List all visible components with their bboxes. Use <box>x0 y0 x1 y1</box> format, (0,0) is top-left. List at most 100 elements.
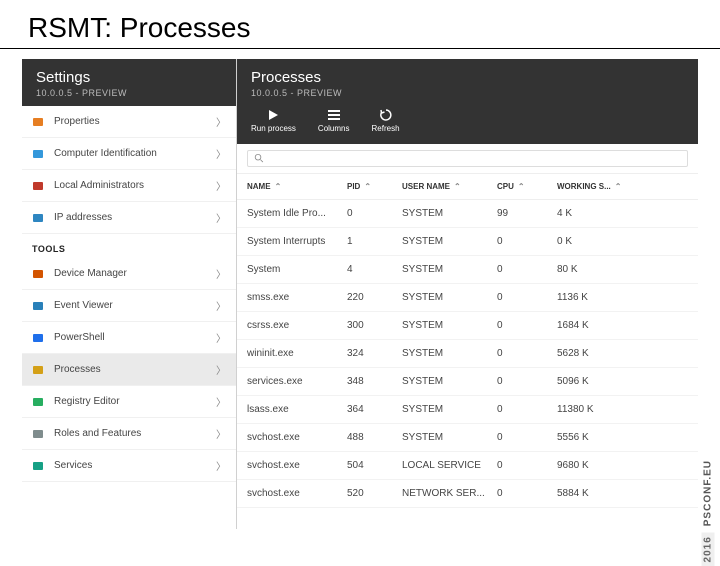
cell-name: System Interrupts <box>247 236 347 247</box>
columns-label: Columns <box>318 125 350 134</box>
cell-mem: 11380 K <box>557 404 647 415</box>
col-pid[interactable]: PID⌃ <box>347 182 402 191</box>
sidebar-item-label: IP addresses <box>54 212 216 223</box>
sidebar-tool-item[interactable]: Event Viewer〉 <box>22 290 236 322</box>
chevron-right-icon: 〉 <box>216 146 226 161</box>
sidebar-item-label: Computer Identification <box>54 148 216 159</box>
cell-name: svchost.exe <box>247 432 347 443</box>
tools-section-header: TOOLS <box>22 234 236 258</box>
sidebar-item-icon <box>32 460 46 472</box>
run-process-button[interactable]: Run process <box>251 108 296 134</box>
cell-user: NETWORK SER... <box>402 488 497 499</box>
sidebar-item[interactable]: Properties〉 <box>22 106 236 138</box>
processes-title: Processes <box>251 69 684 86</box>
sort-caret-icon: ⌃ <box>454 182 461 191</box>
sidebar-item-label: Registry Editor <box>54 396 216 407</box>
table-row[interactable]: csrss.exe300SYSTEM01684 K <box>237 312 698 340</box>
cell-cpu: 0 <box>497 264 557 275</box>
settings-list: Properties〉Computer Identification〉Local… <box>22 106 236 529</box>
sidebar-item-label: Event Viewer <box>54 300 216 311</box>
cell-mem: 4 K <box>557 208 647 219</box>
sidebar-item-icon <box>32 300 46 312</box>
search-input[interactable] <box>268 153 681 164</box>
cell-pid: 0 <box>347 208 402 219</box>
table-row[interactable]: svchost.exe520NETWORK SER...05884 K <box>237 480 698 508</box>
processes-toolbar: Run process Columns Refresh <box>237 102 698 144</box>
sidebar-tool-item[interactable]: PowerShell〉 <box>22 322 236 354</box>
cell-user: SYSTEM <box>402 432 497 443</box>
table-row[interactable]: smss.exe220SYSTEM01136 K <box>237 284 698 312</box>
run-process-label: Run process <box>251 125 296 134</box>
refresh-button[interactable]: Refresh <box>372 108 400 134</box>
cell-pid: 4 <box>347 264 402 275</box>
table-row[interactable]: System4SYSTEM080 K <box>237 256 698 284</box>
cell-user: LOCAL SERVICE <box>402 460 497 471</box>
sidebar-item-icon <box>32 180 46 192</box>
app-frame: Settings 10.0.0.5 - PREVIEW Properties〉C… <box>22 59 698 529</box>
sort-caret-icon: ⌃ <box>275 182 282 191</box>
sidebar-item-icon <box>32 428 46 440</box>
cell-cpu: 0 <box>497 488 557 499</box>
search-box[interactable] <box>247 150 688 167</box>
sidebar-tool-item[interactable]: Registry Editor〉 <box>22 386 236 418</box>
cell-mem: 1136 K <box>557 292 647 303</box>
search-bar <box>237 144 698 174</box>
table-row[interactable]: svchost.exe488SYSTEM05556 K <box>237 424 698 452</box>
sidebar-item-icon <box>32 332 46 344</box>
cell-pid: 220 <box>347 292 402 303</box>
table-row[interactable]: svchost.exe504LOCAL SERVICE09680 K <box>237 452 698 480</box>
cell-user: SYSTEM <box>402 208 497 219</box>
sidebar-tool-item[interactable]: Roles and Features〉 <box>22 418 236 450</box>
sidebar-tool-item[interactable]: Processes〉 <box>22 354 236 386</box>
cell-name: svchost.exe <box>247 488 347 499</box>
cell-name: wininit.exe <box>247 348 347 359</box>
cell-user: SYSTEM <box>402 348 497 359</box>
col-user[interactable]: USER NAME⌃ <box>402 182 497 191</box>
table-row[interactable]: lsass.exe364SYSTEM011380 K <box>237 396 698 424</box>
cell-mem: 9680 K <box>557 460 647 471</box>
chevron-right-icon: 〉 <box>216 362 226 377</box>
cell-cpu: 0 <box>497 292 557 303</box>
cell-name: svchost.exe <box>247 460 347 471</box>
cell-pid: 364 <box>347 404 402 415</box>
table-header: NAME⌃ PID⌃ USER NAME⌃ CPU⌃ WORKING S...⌃ <box>237 174 698 200</box>
settings-pane: Settings 10.0.0.5 - PREVIEW Properties〉C… <box>22 59 237 529</box>
col-name[interactable]: NAME⌃ <box>247 182 347 191</box>
cell-mem: 5556 K <box>557 432 647 443</box>
col-mem[interactable]: WORKING S...⌃ <box>557 182 647 191</box>
chevron-right-icon: 〉 <box>216 298 226 313</box>
sidebar-tool-item[interactable]: Device Manager〉 <box>22 258 236 290</box>
chevron-right-icon: 〉 <box>216 266 226 281</box>
table-row[interactable]: wininit.exe324SYSTEM05628 K <box>237 340 698 368</box>
chevron-right-icon: 〉 <box>216 426 226 441</box>
sidebar-item-label: Roles and Features <box>54 428 216 439</box>
table-row[interactable]: System Idle Pro...0SYSTEM994 K <box>237 200 698 228</box>
chevron-right-icon: 〉 <box>216 178 226 193</box>
processes-pane: Processes 10.0.0.5 - PREVIEW Run process… <box>237 59 698 529</box>
cell-pid: 324 <box>347 348 402 359</box>
sort-caret-icon: ⌃ <box>518 182 525 191</box>
chevron-right-icon: 〉 <box>216 394 226 409</box>
sidebar-item[interactable]: Local Administrators〉 <box>22 170 236 202</box>
columns-button[interactable]: Columns <box>318 108 350 134</box>
brand-year: 2016 <box>701 532 714 566</box>
chevron-right-icon: 〉 <box>216 330 226 345</box>
sidebar-item[interactable]: IP addresses〉 <box>22 202 236 234</box>
processes-subtitle: 10.0.0.5 - PREVIEW <box>251 88 684 98</box>
cell-mem: 80 K <box>557 264 647 275</box>
table-body: System Idle Pro...0SYSTEM994 KSystem Int… <box>237 200 698 508</box>
cell-name: smss.exe <box>247 292 347 303</box>
sidebar-item[interactable]: Computer Identification〉 <box>22 138 236 170</box>
cell-user: SYSTEM <box>402 292 497 303</box>
col-cpu[interactable]: CPU⌃ <box>497 182 557 191</box>
sidebar-item-label: Device Manager <box>54 268 216 279</box>
table-row[interactable]: services.exe348SYSTEM05096 K <box>237 368 698 396</box>
sidebar-item-label: Processes <box>54 364 216 375</box>
cell-cpu: 0 <box>497 460 557 471</box>
cell-mem: 5628 K <box>557 348 647 359</box>
sidebar-item-icon <box>32 396 46 408</box>
cell-cpu: 0 <box>497 404 557 415</box>
table-row[interactable]: System Interrupts1SYSTEM00 K <box>237 228 698 256</box>
sidebar-tool-item[interactable]: Services〉 <box>22 450 236 482</box>
cell-cpu: 0 <box>497 348 557 359</box>
